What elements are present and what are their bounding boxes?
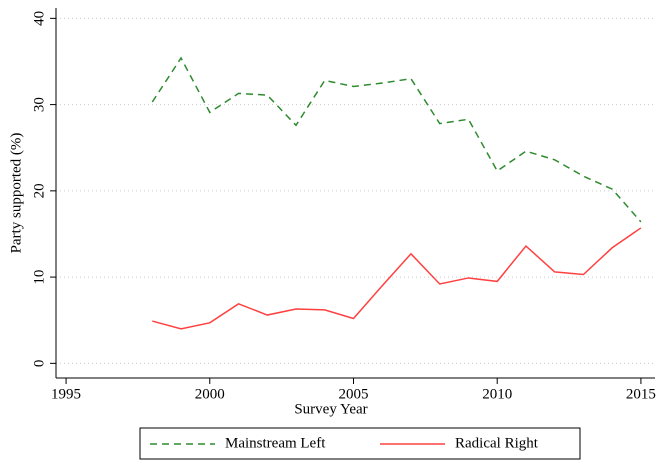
- x-axis-label: Survey Year: [294, 401, 367, 417]
- x-tick-label: 2000: [195, 386, 225, 402]
- series-line: [151, 56, 642, 223]
- y-tick-label: 30: [31, 97, 47, 112]
- series-line: [152, 227, 642, 330]
- legend-label: Mainstream Left: [225, 435, 326, 451]
- legend-box: [139, 427, 581, 460]
- x-tick-label: 2010: [482, 386, 512, 402]
- legend-label: Radical Right: [455, 435, 539, 451]
- x-tick-label: 2005: [338, 386, 368, 402]
- x-tick-label: 1995: [51, 386, 81, 402]
- y-axis-label: Party supported (%): [8, 133, 24, 254]
- y-tick-label: 40: [31, 11, 47, 26]
- y-tick-label: 0: [31, 360, 47, 368]
- y-tick-label: 10: [31, 270, 47, 285]
- y-tick-label: 20: [31, 183, 47, 198]
- x-tick-label: 2015: [626, 386, 656, 402]
